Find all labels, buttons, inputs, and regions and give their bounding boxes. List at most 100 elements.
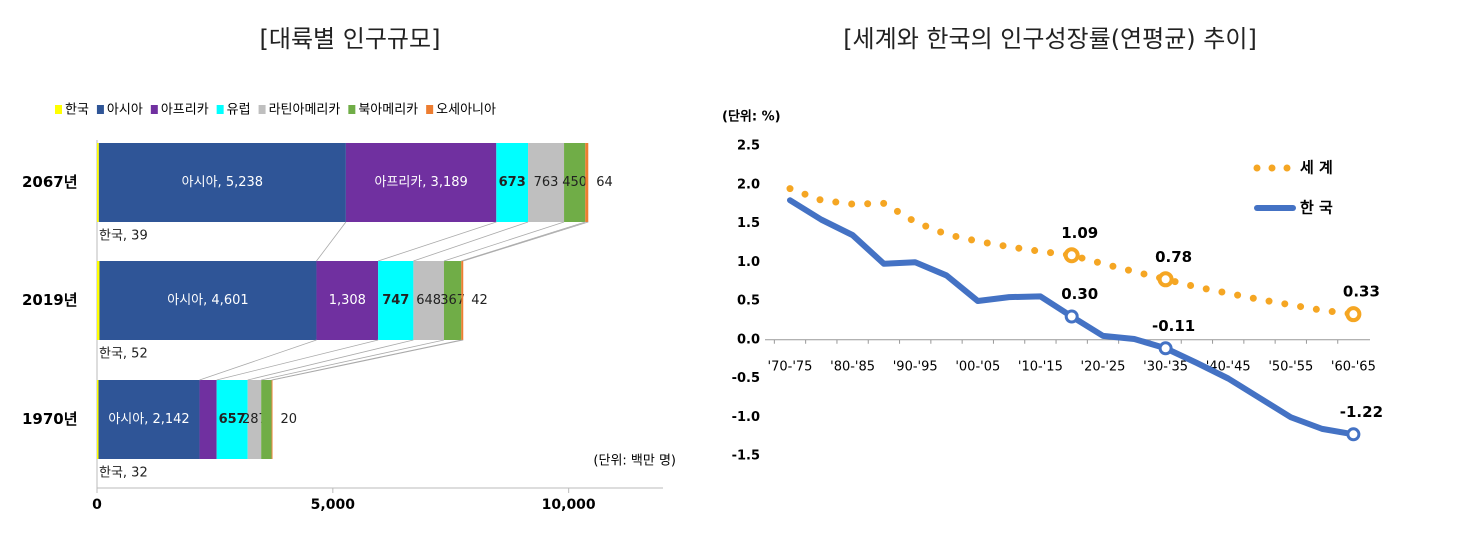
y-tick-label: 1.5	[737, 216, 760, 231]
x-tick-label: 0	[92, 497, 102, 513]
bar-segment	[585, 143, 589, 222]
bar-segment	[413, 261, 444, 340]
bar-segment	[564, 143, 586, 222]
bar-segment	[461, 261, 464, 340]
data-label: 1.09	[1061, 224, 1098, 242]
data-label: 64	[596, 175, 613, 190]
data-label: 아프리카, 3,189	[374, 175, 467, 190]
x-tick-label: 5,000	[311, 497, 356, 513]
x-tick-label: '60-'65	[1331, 359, 1376, 374]
legend-swatch	[348, 105, 356, 114]
legend-label: 한 국	[1300, 199, 1333, 217]
unit-note: (단위: %)	[722, 109, 781, 125]
bar-segment	[216, 380, 248, 459]
connector	[247, 339, 414, 381]
y-tick-label: 2019년	[22, 291, 78, 309]
data-label: -1.22	[1340, 403, 1383, 421]
bar-segment	[97, 261, 100, 340]
legend-swatch	[150, 105, 158, 114]
bar-segment	[97, 143, 99, 222]
data-label: 아시아, 2,142	[108, 412, 189, 427]
bar-segment	[261, 380, 272, 459]
bar-segment	[247, 380, 262, 459]
data-label: 0.78	[1155, 248, 1192, 266]
highlight-point	[1157, 271, 1174, 288]
chart-title: [대륙별 인구규모]	[260, 25, 441, 53]
data-label: 아시아, 5,238	[182, 175, 263, 190]
x-tick-label: '00-'05	[955, 359, 1000, 374]
connector	[443, 221, 565, 262]
unit-note: (단위: 백만 명)	[593, 454, 676, 469]
y-tick-label: -1.5	[732, 449, 760, 464]
connector	[216, 339, 379, 381]
y-tick-label: 2.0	[737, 177, 760, 192]
legend-swatch	[55, 105, 62, 114]
bar-segment	[316, 261, 379, 340]
chart-title: [세계와 한국의 인구성장률(연평균) 추이]	[843, 25, 1257, 53]
bar-segment	[496, 143, 529, 222]
legend-label: 아프리카	[161, 103, 209, 118]
highlight-point	[1063, 247, 1080, 264]
bar-segment	[97, 380, 99, 459]
x-tick-label: '80-'85	[830, 359, 875, 374]
bar-segment	[345, 143, 497, 222]
bar-segment	[98, 380, 200, 459]
data-label: 아시아, 4,601	[167, 293, 248, 308]
bar-segment	[99, 261, 317, 340]
x-tick-label: '10-'15	[1018, 359, 1063, 374]
connector	[272, 339, 464, 381]
data-label: 763	[534, 175, 559, 190]
legend-label: 오세아니아	[436, 103, 496, 118]
legend-label: 유럽	[227, 103, 251, 118]
data-label: 20	[281, 412, 298, 427]
legend-swatch	[426, 105, 434, 114]
y-tick-label: 0.5	[737, 294, 760, 309]
connector	[461, 221, 586, 262]
data-label: 0.33	[1343, 283, 1380, 301]
data-label: 673	[499, 175, 526, 190]
x-tick-label: '90-'95	[893, 359, 938, 374]
series-line	[786, 185, 1357, 318]
y-tick-label: 1.0	[737, 255, 760, 270]
bar-segment	[199, 380, 217, 459]
data-label: 747	[382, 293, 409, 308]
data-label: 한국, 32	[99, 466, 148, 481]
data-label: 287	[242, 412, 267, 427]
bar-segment	[271, 380, 273, 459]
bar-segment	[98, 143, 346, 222]
highlight-point	[1064, 309, 1079, 324]
legend-label: 북아메리카	[358, 103, 418, 118]
bar-segment	[443, 261, 462, 340]
y-tick-label: -0.5	[732, 371, 760, 386]
legend-label: 아시아	[107, 103, 143, 118]
y-tick-label: 1970년	[22, 410, 78, 428]
data-label: 450	[562, 175, 587, 190]
x-tick-label: 10,000	[542, 497, 596, 513]
data-label: 648	[416, 293, 441, 308]
highlight-point	[1158, 341, 1173, 356]
data-label: 42	[471, 293, 488, 308]
y-tick-label: 0.0	[737, 332, 760, 347]
legend-label: 한국	[65, 103, 89, 118]
y-tick-label: 2067년	[22, 173, 78, 191]
legend-swatch	[258, 105, 266, 114]
y-tick-label: -1.0	[732, 410, 760, 425]
bar-segment	[528, 143, 565, 222]
legend-swatch	[96, 105, 104, 114]
x-tick-label: '20-'25	[1081, 359, 1126, 374]
highlight-point	[1346, 427, 1361, 442]
data-label: -0.11	[1152, 317, 1195, 335]
y-tick-label: 2.5	[737, 139, 760, 154]
connector	[378, 221, 497, 262]
bar-segment	[378, 261, 414, 340]
x-tick-label: '50-'55	[1268, 359, 1313, 374]
legend-swatch	[216, 105, 224, 114]
connector	[261, 339, 445, 381]
legend-label: 세 계	[1300, 159, 1333, 177]
connector	[199, 339, 317, 381]
data-label: 0.30	[1061, 285, 1098, 303]
connector	[463, 221, 589, 262]
data-label: 한국, 52	[99, 347, 148, 362]
